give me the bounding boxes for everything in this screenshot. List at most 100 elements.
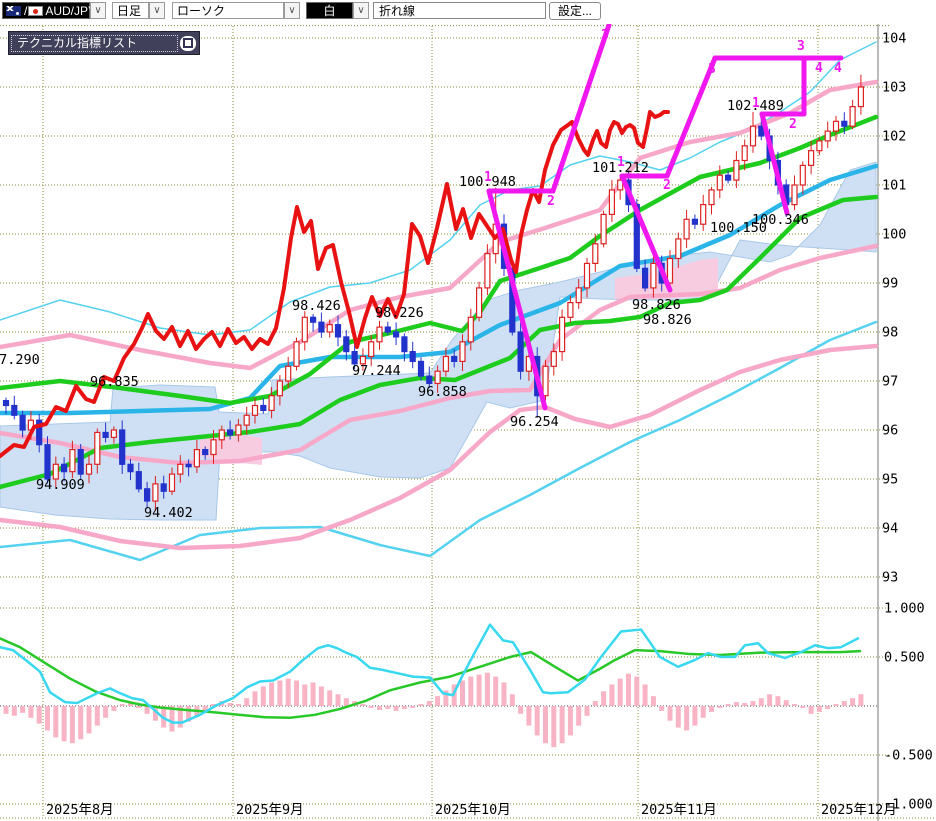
candle-body xyxy=(235,424,242,436)
macd-histogram-bar xyxy=(526,706,532,726)
macd-histogram-bar xyxy=(377,706,382,710)
macd-histogram-bar xyxy=(227,703,233,706)
candle-body xyxy=(135,471,142,490)
candle-body xyxy=(409,351,416,363)
macd-signal-line xyxy=(0,637,862,720)
wave-point-label: 3 xyxy=(797,39,805,54)
candle-body xyxy=(575,287,582,304)
candle-body xyxy=(641,267,649,289)
candle-body xyxy=(119,429,126,465)
macd-histogram-bar xyxy=(269,682,275,706)
chart-style-select[interactable]: ローソク xyxy=(172,2,284,19)
overlay-type-input[interactable]: 折れ線 xyxy=(373,2,546,19)
candle-body xyxy=(384,326,391,333)
macd-histogram-bar xyxy=(850,698,856,706)
macd-histogram-bar xyxy=(684,706,690,731)
candle-body xyxy=(542,365,549,397)
price-annotation-label: 101.212 xyxy=(592,160,649,176)
macd-histogram-bar xyxy=(3,706,9,714)
macd-histogram-bar xyxy=(559,706,565,744)
x-axis-month-label: 2025年8月 xyxy=(46,802,114,818)
macd-histogram-bar xyxy=(136,706,142,708)
candle-body xyxy=(94,431,101,465)
candle-body xyxy=(708,189,715,206)
macd-histogram-bar xyxy=(119,704,125,706)
price-annotation-label: 98.226 xyxy=(375,305,424,321)
envelope-lower2-line xyxy=(0,343,879,551)
candle-body xyxy=(824,130,831,142)
macd-histogram-bar xyxy=(177,706,183,728)
price-annotation-label: 96.254 xyxy=(510,414,559,430)
price-annotation-label: 102.489 xyxy=(727,98,784,114)
macd-histogram-bar xyxy=(235,704,241,706)
macd-histogram-bar xyxy=(244,698,250,706)
candle-body xyxy=(2,400,10,407)
timeframe-select[interactable]: 日足 xyxy=(112,2,149,19)
wave-drawing-segment xyxy=(619,173,673,293)
timeframe-dropdown-icon[interactable]: ∨ xyxy=(149,2,165,19)
y-axis-label: 95 xyxy=(882,472,898,488)
macd-histogram-bar xyxy=(792,704,797,706)
macd-histogram-bar xyxy=(103,706,109,718)
price-annotation-label: 94.402 xyxy=(144,505,193,521)
wave-point-label: 2 xyxy=(789,117,797,132)
line-color-select[interactable]: 白 xyxy=(306,2,353,19)
macd-histogram-bar xyxy=(642,684,648,706)
indicator-list-panel[interactable]: テクニカル指標リスト xyxy=(8,31,200,55)
macd-histogram-bar xyxy=(742,703,748,706)
ma-mid-line xyxy=(0,163,879,416)
candle-body xyxy=(110,429,118,438)
macd-histogram-bar xyxy=(335,694,341,706)
settings-button[interactable]: 設定... xyxy=(549,2,602,20)
macd-histogram-bar xyxy=(277,680,283,706)
macd-histogram-bar xyxy=(626,673,631,706)
price-annotation-label: 100.346 xyxy=(752,212,809,228)
wave-point-label: 3 xyxy=(708,62,716,77)
candle-body xyxy=(650,262,657,289)
candle-body xyxy=(476,287,483,318)
candle-body xyxy=(301,316,308,343)
candle-body xyxy=(849,105,856,127)
candle-body xyxy=(193,449,200,468)
candle-body xyxy=(351,351,358,365)
restore-window-button[interactable] xyxy=(180,35,196,51)
macd-histogram-bar xyxy=(128,702,133,706)
indicator-panel-title: テクニカル指標リスト xyxy=(11,34,178,52)
candle-body xyxy=(85,463,93,475)
currency-pair-select[interactable]: / AUD/JPY xyxy=(2,2,96,19)
candle-body xyxy=(558,316,566,353)
japan-flag-icon xyxy=(28,5,44,16)
currency-pair-dropdown-icon[interactable]: ∨ xyxy=(90,2,106,19)
candle-body xyxy=(401,336,408,353)
macd-histogram-bar xyxy=(53,706,59,738)
macd-histogram-bar xyxy=(501,682,507,706)
macd-histogram-bar xyxy=(775,696,781,706)
macd-histogram-bar xyxy=(78,706,84,740)
candle-body xyxy=(583,262,591,289)
candle-body xyxy=(459,341,466,362)
candle-body xyxy=(600,213,607,245)
macd-histogram-bar xyxy=(418,704,424,706)
candle-body xyxy=(592,243,599,265)
candle-body xyxy=(841,120,848,127)
candle-body xyxy=(210,439,217,456)
candle-body xyxy=(359,355,366,365)
chart-style-dropdown-icon[interactable]: ∨ xyxy=(284,2,300,19)
candle-body xyxy=(749,125,757,147)
line-color-dropdown-icon[interactable]: ∨ xyxy=(353,2,369,19)
macd-histogram-bar xyxy=(709,706,714,712)
macd-histogram-bar xyxy=(45,706,50,731)
y-axis-label: 98 xyxy=(882,325,898,341)
candle-body xyxy=(293,341,300,367)
candle-body xyxy=(251,404,259,416)
macd-histogram-bar xyxy=(169,706,175,732)
y-axis-label: 101 xyxy=(882,178,906,194)
candle-body xyxy=(227,429,234,436)
candle-body xyxy=(334,324,342,338)
candle-body xyxy=(426,375,433,385)
macd-histogram-bar xyxy=(285,678,291,706)
candle-body xyxy=(741,145,748,162)
candle-body xyxy=(467,316,474,343)
